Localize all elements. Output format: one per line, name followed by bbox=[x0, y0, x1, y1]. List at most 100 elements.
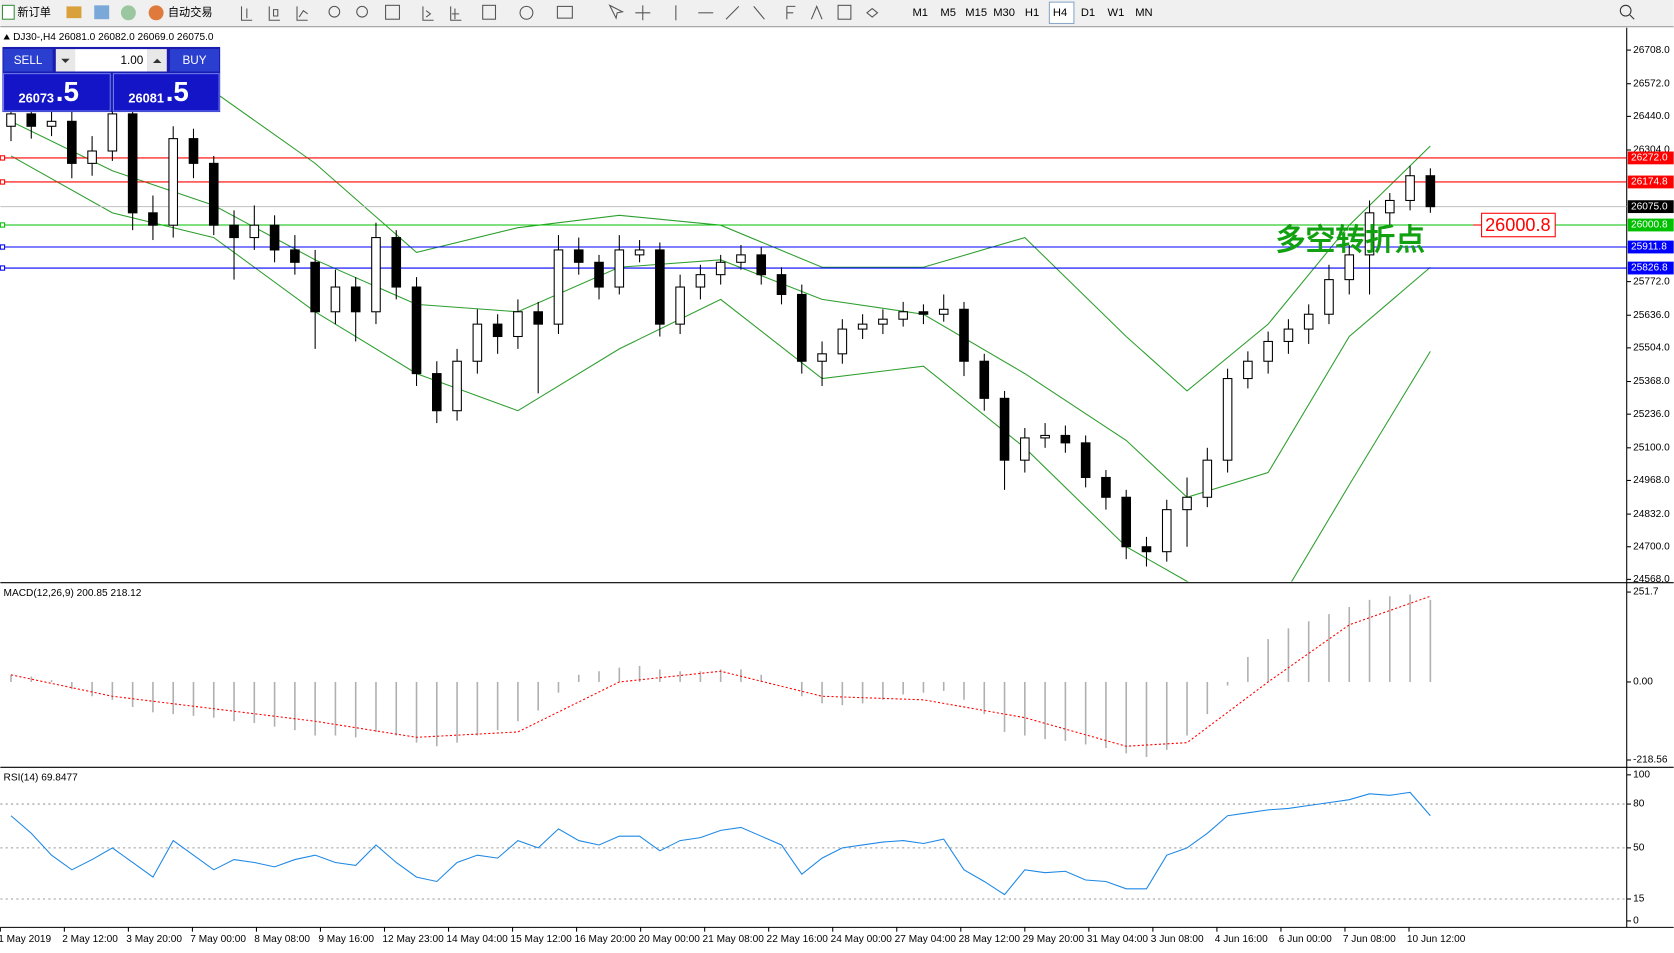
active-timeframe[interactable] bbox=[1048, 1, 1075, 25]
search-icon[interactable] bbox=[1619, 4, 1632, 17]
level-marker bbox=[0, 222, 6, 228]
timeframe-button[interactable]: W1 bbox=[1108, 7, 1125, 19]
sell-price-fraction[interactable]: .5 bbox=[56, 76, 79, 107]
auto-trading-icon[interactable] bbox=[148, 5, 164, 21]
candle-body bbox=[817, 353, 827, 362]
time-label: 20 May 00:00 bbox=[639, 934, 701, 945]
level-label: 26000.8 bbox=[1631, 220, 1668, 231]
candle-body bbox=[148, 212, 158, 226]
candle-body bbox=[1182, 496, 1192, 511]
buy-price-fraction[interactable]: .5 bbox=[166, 76, 189, 107]
candle-body bbox=[87, 150, 97, 164]
y-tick-label: 25236.0 bbox=[1633, 409, 1670, 420]
buy-price[interactable]: 26081 bbox=[128, 91, 164, 106]
auto-trading-button[interactable]: 自动交易 bbox=[168, 5, 213, 19]
y-tick-label: 80 bbox=[1633, 799, 1645, 810]
buy-price-box[interactable] bbox=[112, 73, 220, 112]
chart-header: DJ30-,H4 26081.0 26082.0 26069.0 26075.0 bbox=[13, 32, 214, 43]
candle-body bbox=[350, 286, 361, 313]
candle-body bbox=[938, 308, 949, 315]
toolbar-icon[interactable] bbox=[66, 6, 82, 19]
level-label: 26272.0 bbox=[1631, 153, 1668, 164]
toolbar-tools[interactable] bbox=[240, 4, 879, 21]
candle-body bbox=[776, 274, 787, 295]
lots-down-arrow[interactable] bbox=[61, 58, 70, 63]
time-label: 9 May 16:00 bbox=[318, 934, 374, 945]
chart-menu-icon[interactable] bbox=[3, 34, 10, 40]
y-tick-label: 26572.0 bbox=[1633, 78, 1670, 89]
time-label: 16 May 20:00 bbox=[574, 934, 636, 945]
lots-up-arrow[interactable] bbox=[152, 58, 162, 63]
toolbar-icon[interactable] bbox=[120, 5, 136, 21]
candle-body bbox=[6, 113, 16, 127]
candle-body bbox=[432, 373, 442, 412]
sell-price[interactable]: 26073 bbox=[18, 91, 54, 106]
sell-label[interactable]: SELL bbox=[14, 54, 43, 67]
candle-body bbox=[1141, 546, 1152, 553]
buy-button[interactable] bbox=[170, 49, 220, 72]
lots-input[interactable] bbox=[75, 49, 148, 72]
level-marker bbox=[0, 265, 6, 271]
candle-body bbox=[1161, 509, 1172, 553]
candle-body bbox=[959, 308, 969, 362]
candle-body bbox=[796, 293, 807, 362]
sell-price-box[interactable] bbox=[2, 73, 111, 112]
y-tick-label: 25368.0 bbox=[1633, 376, 1670, 387]
time-label: 2 May 12:00 bbox=[62, 934, 118, 945]
candle-body bbox=[452, 360, 462, 412]
timeframe-button[interactable]: MN bbox=[1135, 7, 1152, 19]
candle-body bbox=[573, 249, 584, 263]
y-tick-label: 100 bbox=[1633, 770, 1650, 781]
y-tick-label: 0.00 bbox=[1633, 677, 1653, 688]
timeframe-button[interactable]: D1 bbox=[1081, 7, 1095, 19]
candle-body bbox=[1080, 442, 1091, 479]
level-label-bg bbox=[1627, 175, 1674, 189]
new-order-icon[interactable] bbox=[1, 4, 15, 20]
candle-body bbox=[310, 261, 320, 313]
candle-body bbox=[229, 224, 239, 239]
timeframe-button[interactable]: M5 bbox=[940, 7, 956, 19]
timeframe-button[interactable]: M30 bbox=[993, 7, 1015, 19]
candle-body bbox=[553, 249, 564, 325]
y-tick-label: 26304.0 bbox=[1633, 145, 1670, 156]
candle-body bbox=[1283, 328, 1294, 342]
toolbar-icon[interactable] bbox=[94, 5, 110, 20]
sell-button[interactable] bbox=[3, 49, 53, 72]
timeframe-button[interactable]: H4 bbox=[1053, 7, 1067, 19]
timeframe-button[interactable]: H1 bbox=[1025, 7, 1039, 19]
time-label: 10 Jun 12:00 bbox=[1407, 934, 1466, 945]
level-label-bg bbox=[1627, 218, 1674, 232]
time-label: 4 Jun 16:00 bbox=[1215, 934, 1268, 945]
y-tick-label: 251.7 bbox=[1633, 587, 1659, 598]
y-tick-label: -218.56 bbox=[1633, 755, 1668, 766]
time-label: 15 May 12:00 bbox=[510, 934, 572, 945]
candle-body bbox=[371, 237, 381, 313]
candle-body bbox=[695, 274, 706, 288]
level-label: 25826.8 bbox=[1631, 263, 1668, 274]
buy-label[interactable]: BUY bbox=[182, 54, 206, 67]
time-label: 7 Jun 08:00 bbox=[1343, 934, 1396, 945]
annotation: 多空转折点 bbox=[1276, 223, 1426, 258]
candle-body bbox=[269, 224, 280, 251]
candle-body bbox=[999, 397, 1010, 461]
new-order-button[interactable]: 新订单 bbox=[17, 5, 51, 19]
timeframe-button[interactable]: M1 bbox=[912, 7, 928, 19]
candle-body bbox=[1344, 254, 1355, 281]
marker-box bbox=[1481, 212, 1556, 238]
time-label: 3 Jun 08:00 bbox=[1151, 934, 1204, 945]
candle-body bbox=[594, 261, 604, 288]
candle-body bbox=[614, 249, 625, 288]
bollinger-lower bbox=[10, 155, 1431, 582]
timeframe-button[interactable]: M15 bbox=[965, 7, 987, 19]
time-label: 14 May 04:00 bbox=[446, 934, 508, 945]
candle-body bbox=[918, 311, 929, 315]
time-label: 7 May 00:00 bbox=[190, 934, 246, 945]
candle-body bbox=[1263, 340, 1273, 362]
macd-label: MACD(12,26,9) 200.85 218.12 bbox=[4, 588, 142, 599]
candle-body bbox=[391, 237, 402, 288]
bollinger-middle bbox=[10, 120, 1431, 498]
search-icon[interactable] bbox=[1629, 14, 1635, 20]
lots-value[interactable]: 1.00 bbox=[121, 54, 144, 67]
time-label: 3 May 20:00 bbox=[126, 934, 182, 945]
